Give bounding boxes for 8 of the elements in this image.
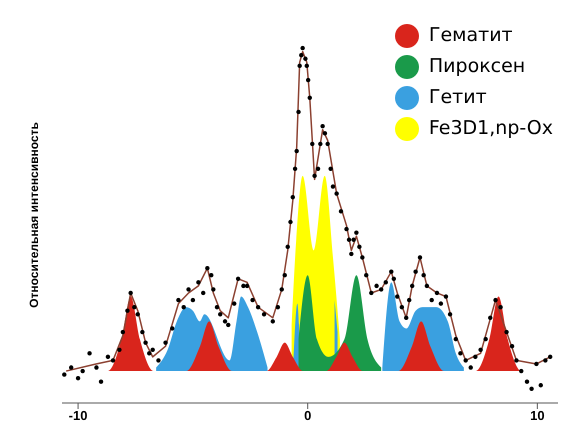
x-tick-label: 0 [304,408,312,424]
legend-label: Fe3D1,np-Ox [428,116,553,141]
y-axis-title: Относительная интенсивность [27,122,41,308]
x-tick-label: -10 [68,408,88,424]
x-tick-label: 10 [530,408,545,424]
legend-label: Пироксен [428,54,526,79]
legend-label: Гетит [428,85,487,110]
legend-label: Гематит [428,23,513,48]
